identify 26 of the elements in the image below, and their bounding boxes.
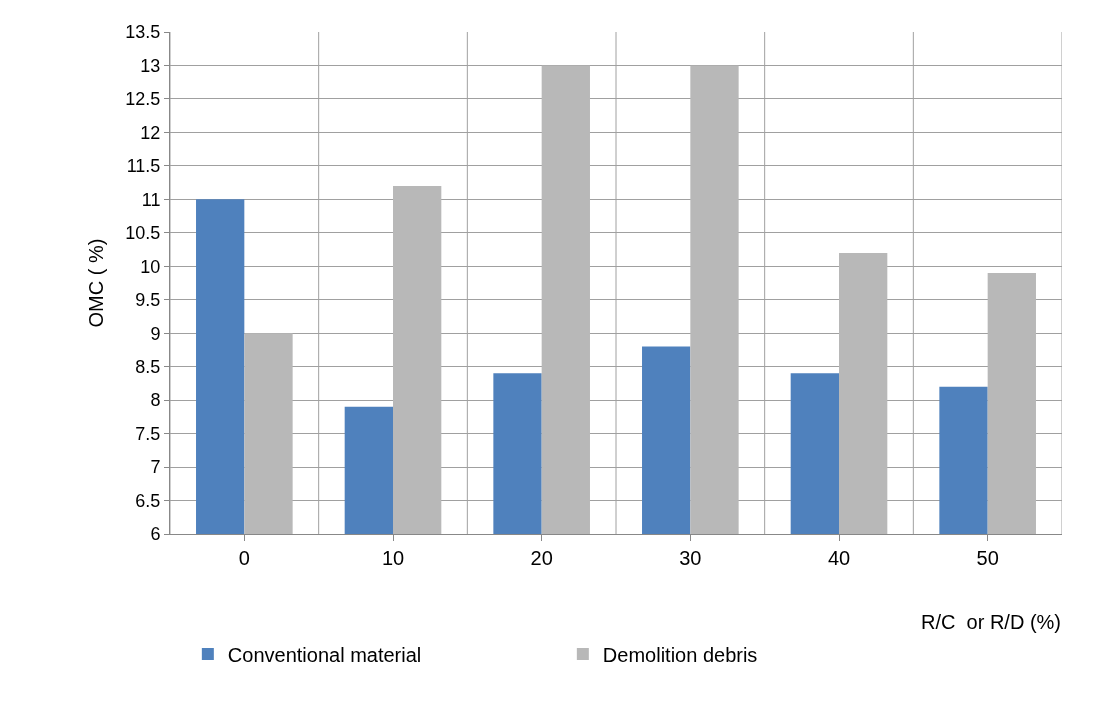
y-tick-label: 6.5 — [135, 490, 161, 511]
y-tick-label: 6 — [150, 524, 161, 545]
x-axis-title: R/C or R/D (%) — [921, 611, 1061, 633]
y-tick-label: 13 — [140, 55, 161, 76]
y-tick-label: 11.5 — [126, 156, 161, 177]
legend-label: Conventional material — [227, 643, 422, 666]
y-axis-title: OMC ( %) — [84, 238, 107, 328]
y-tick-label: 9.5 — [135, 290, 161, 311]
y-tick-label: 12.5 — [125, 89, 161, 110]
y-tick-label: 13.5 — [125, 22, 161, 43]
y-tick-label: 7 — [150, 457, 161, 478]
x-tick-label: 40 — [827, 547, 851, 569]
x-tick-label: 30 — [679, 547, 702, 569]
y-tick-label: 10 — [140, 256, 161, 277]
y-tick-label: 9 — [150, 323, 161, 344]
x-tick-label: 0 — [238, 547, 250, 569]
x-tick-label: 50 — [976, 547, 999, 569]
y-tick-label: 8 — [150, 390, 161, 411]
x-tick-label: 10 — [381, 547, 405, 569]
y-tick-label: 11 — [141, 189, 161, 210]
x-tick-label: 20 — [530, 547, 553, 569]
y-tick-label: 8.5 — [135, 356, 161, 377]
y-tick-label: 10.5 — [125, 223, 161, 244]
y-tick-label: 12 — [140, 122, 161, 143]
y-tick-label: 7.5 — [135, 423, 161, 444]
legend-label: Demolition debris — [602, 643, 758, 666]
